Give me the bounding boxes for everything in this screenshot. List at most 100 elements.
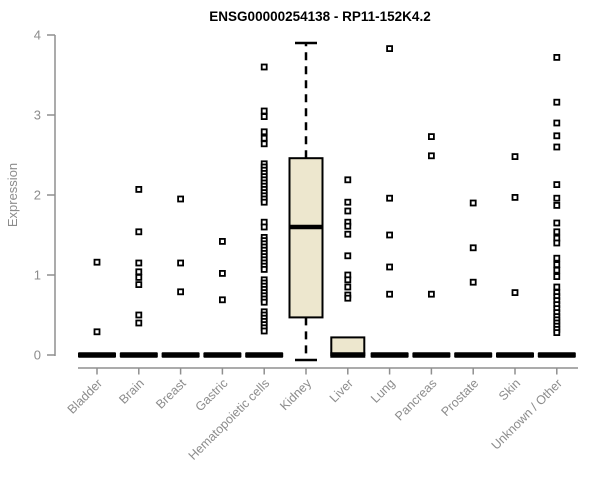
data-point [553, 201, 561, 209]
data-point [177, 288, 185, 296]
data-point [218, 269, 226, 277]
zero-bar [537, 352, 576, 358]
data-point [553, 219, 561, 227]
data-point [469, 244, 477, 252]
data-point [553, 261, 561, 269]
data-point [260, 223, 268, 231]
x-category-label-gastric: Gastric [193, 376, 231, 414]
data-point [135, 259, 143, 267]
data-point [553, 283, 561, 291]
data-point [553, 329, 561, 337]
data-point [386, 45, 394, 52]
data-point [469, 278, 477, 286]
data-point [427, 133, 435, 141]
data-point [177, 259, 185, 267]
data-point [260, 140, 268, 148]
series-prostate [454, 199, 493, 358]
data-point [553, 143, 561, 151]
data-point [511, 153, 519, 161]
data-point [427, 290, 435, 298]
data-point [260, 134, 268, 142]
data-point [553, 273, 561, 281]
data-point [177, 195, 185, 203]
chart-title: ENSG00000254138 - RP11-152K4.2 [209, 9, 431, 24]
data-point [260, 298, 268, 306]
box [288, 157, 324, 319]
x-category-label-liver: Liver [327, 376, 356, 405]
x-category-label-kidney: Kidney [277, 376, 314, 413]
data-point [135, 228, 143, 236]
y-tick-label: 3 [34, 108, 41, 123]
zero-bar [78, 352, 116, 358]
data-point [260, 265, 268, 273]
data-point [386, 290, 394, 298]
x-category-label-hematopoietic-cells: Hematopoietic cells [186, 376, 273, 463]
data-point [511, 193, 519, 201]
data-point [135, 281, 143, 289]
y-tick-label: 2 [34, 188, 41, 203]
y-tick-label: 4 [34, 28, 41, 43]
series-unknown-other [537, 54, 576, 358]
series-breast [161, 195, 200, 358]
data-point [135, 319, 143, 327]
data-point [260, 198, 268, 206]
data-point [344, 276, 352, 284]
data-point [218, 296, 226, 304]
series-kidney [288, 41, 324, 362]
series-brain [119, 185, 158, 358]
series-lung [370, 45, 409, 358]
data-point [344, 207, 352, 215]
y-tick-label: 1 [34, 268, 41, 283]
x-category-label-breast: Breast [153, 376, 189, 412]
zero-bar [370, 352, 409, 358]
data-point [553, 119, 561, 127]
zero-bar [203, 352, 242, 358]
zero-bar [412, 352, 451, 358]
data-point [386, 194, 394, 202]
data-point [260, 63, 268, 71]
x-category-label-bladder: Bladder [65, 376, 105, 416]
data-point [344, 294, 352, 302]
data-point [260, 128, 268, 136]
data-point [427, 152, 435, 160]
data-point [344, 252, 352, 260]
data-point [344, 230, 352, 238]
data-point [93, 328, 101, 336]
series-hematopoietic-cells [245, 63, 284, 358]
data-point [260, 107, 268, 115]
data-point [386, 231, 394, 239]
x-category-label-unknown-other: Unknown / Other [489, 376, 565, 452]
data-point [469, 199, 477, 207]
data-point [135, 311, 143, 319]
data-point [93, 258, 101, 266]
data-point [553, 239, 561, 247]
data-point [135, 273, 143, 281]
y-tick-label: 0 [34, 348, 41, 363]
data-point [135, 268, 143, 276]
data-point [553, 194, 561, 202]
data-point [553, 228, 561, 236]
data-point [553, 266, 561, 274]
data-point [553, 54, 561, 61]
x-category-label-brain: Brain [116, 376, 147, 407]
data-point [511, 289, 519, 297]
data-point [260, 113, 268, 120]
series-liver [330, 176, 366, 358]
data-point [344, 222, 352, 230]
zero-bar [496, 352, 534, 358]
data-point [344, 176, 352, 184]
data-point [553, 181, 561, 189]
x-category-label-skin: Skin [496, 376, 523, 403]
data-point [344, 198, 352, 206]
zero-bar [245, 352, 284, 358]
data-point [135, 185, 143, 193]
x-category-label-prostate: Prostate [438, 376, 481, 419]
zero-bar [161, 352, 200, 358]
series-gastric [203, 237, 242, 358]
data-point [386, 263, 394, 271]
data-point [553, 132, 561, 140]
data-point [260, 327, 268, 335]
series-pancreas [412, 133, 451, 358]
